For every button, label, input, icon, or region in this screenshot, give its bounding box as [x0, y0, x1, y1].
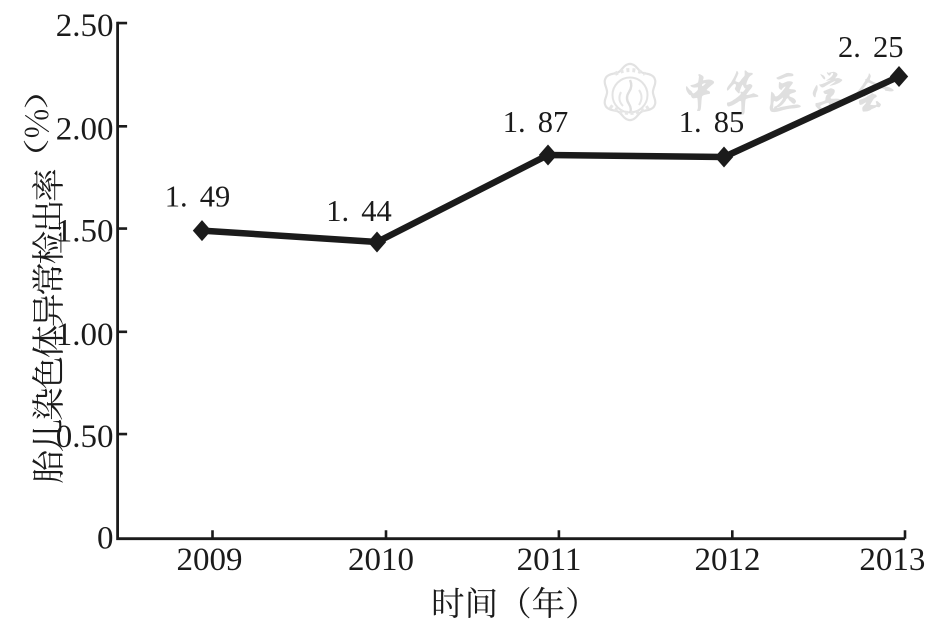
svg-text:2009: 2009	[177, 542, 243, 578]
svg-text:0.50: 0.50	[56, 419, 114, 455]
svg-text:2011: 2011	[517, 542, 582, 578]
svg-text:2013: 2013	[859, 542, 925, 578]
svg-text:2010: 2010	[348, 542, 414, 578]
svg-text:1. 87: 1. 87	[503, 105, 569, 139]
svg-text:1. 85: 1. 85	[679, 105, 745, 139]
svg-text:2. 25: 2. 25	[838, 30, 904, 64]
svg-text:2.00: 2.00	[56, 111, 114, 147]
svg-text:1.00: 1.00	[56, 317, 114, 353]
svg-text:2012: 2012	[695, 542, 761, 578]
svg-text:1. 49: 1. 49	[165, 180, 231, 214]
svg-text:1.50: 1.50	[56, 214, 114, 250]
svg-text:2.50: 2.50	[56, 8, 114, 44]
svg-text:1. 44: 1. 44	[326, 194, 392, 228]
svg-text:0: 0	[97, 521, 114, 557]
